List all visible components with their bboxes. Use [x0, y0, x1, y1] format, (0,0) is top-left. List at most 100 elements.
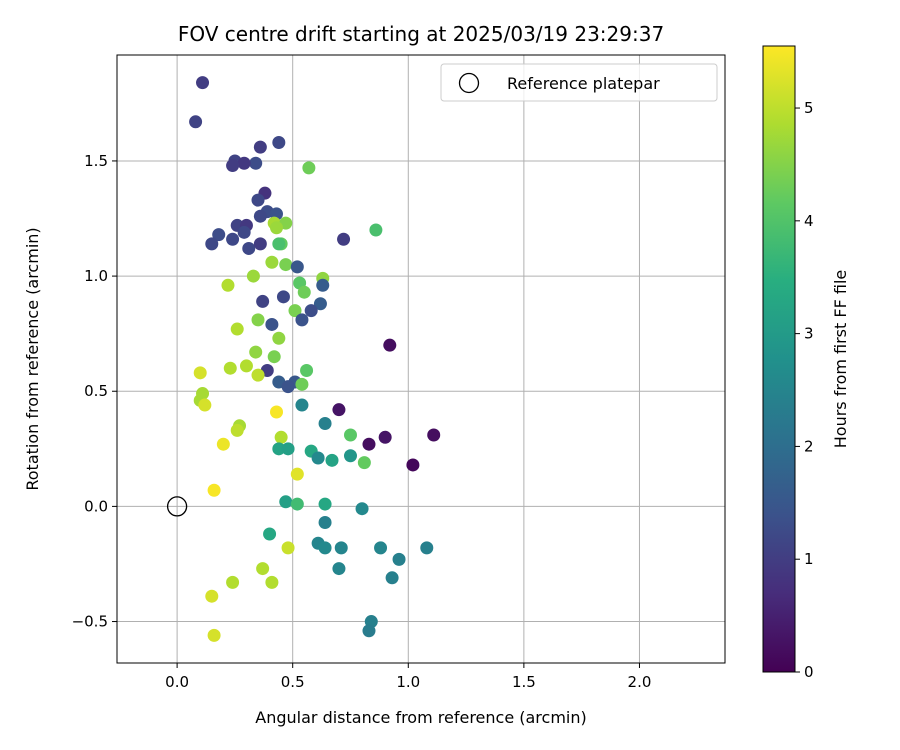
data-point: [256, 562, 270, 576]
data-point: [253, 209, 267, 223]
data-point: [226, 159, 240, 173]
data-point: [318, 516, 332, 530]
data-point: [369, 223, 383, 237]
reference-marker-group: [166, 496, 188, 517]
data-point: [295, 377, 309, 391]
data-point: [297, 285, 311, 299]
data-point: [237, 225, 251, 239]
y-axis-label: Rotation from reference (arcmin): [23, 227, 42, 490]
data-point: [311, 451, 325, 465]
colorbar-tick-label: 1: [804, 550, 814, 568]
colorbar-tick-label: 0: [804, 663, 814, 681]
colorbar-gradient: [762, 45, 796, 673]
data-point: [383, 338, 397, 352]
data-point: [196, 76, 210, 90]
data-point: [357, 456, 371, 470]
data-point: [253, 237, 267, 251]
data-point: [256, 294, 270, 308]
data-point: [251, 313, 265, 327]
data-point: [274, 430, 288, 444]
y-tick-label: −0.5: [72, 613, 108, 631]
y-tick-label: 1.5: [84, 152, 108, 170]
legend-label-reference: Reference platepar: [507, 74, 660, 93]
scatter-points: [189, 76, 441, 642]
x-tick-label: 1.0: [396, 673, 420, 691]
colorbar-ticks: 0 1 2 3 4 5: [795, 99, 814, 681]
data-point: [392, 552, 406, 566]
plot-frame: [116, 54, 726, 664]
data-point: [332, 403, 346, 417]
data-point: [207, 628, 221, 642]
data-point: [216, 437, 230, 451]
colorbar: 0 1 2 3 4 5 Hours from first FF file: [762, 45, 850, 681]
data-point: [237, 156, 251, 170]
data-point: [198, 398, 212, 412]
data-point: [318, 497, 332, 511]
colorbar-tick-label: 2: [804, 437, 814, 455]
data-point: [276, 290, 290, 304]
data-point: [385, 571, 399, 585]
y-axis-ticks: −0.5 0.0 0.5 1.0 1.5: [72, 152, 117, 631]
data-point: [378, 430, 392, 444]
data-point: [253, 140, 267, 154]
data-point: [251, 193, 265, 207]
data-point: [316, 278, 330, 292]
y-tick-label: 0.0: [84, 497, 108, 515]
data-point: [193, 366, 207, 380]
data-point: [272, 442, 286, 456]
data-point: [265, 255, 279, 269]
data-point: [272, 237, 286, 251]
reference-platepar-marker: [166, 496, 188, 517]
data-point: [334, 541, 348, 555]
data-point: [189, 115, 203, 129]
data-point: [325, 453, 339, 467]
data-point: [246, 269, 260, 283]
data-point: [272, 136, 286, 150]
data-point: [281, 442, 295, 456]
y-tick-label: 0.5: [84, 382, 108, 400]
data-point: [290, 260, 304, 274]
data-point: [267, 350, 281, 364]
data-point: [318, 416, 332, 430]
data-point: [265, 575, 279, 589]
x-tick-label: 2.0: [628, 673, 652, 691]
data-point: [281, 541, 295, 555]
data-point: [343, 449, 357, 463]
data-point: [290, 467, 304, 481]
data-point: [300, 364, 314, 378]
data-point: [272, 331, 286, 345]
data-point: [239, 359, 253, 373]
data-point: [221, 278, 235, 292]
data-point: [226, 575, 240, 589]
x-tick-label: 0.0: [165, 673, 189, 691]
data-point: [207, 483, 221, 497]
data-point: [420, 541, 434, 555]
data-point: [295, 313, 309, 327]
data-point: [318, 541, 332, 555]
data-point: [302, 161, 316, 175]
data-point: [249, 156, 263, 170]
data-point: [290, 497, 304, 511]
data-point: [249, 345, 263, 359]
x-tick-label: 1.5: [512, 673, 536, 691]
x-tick-label: 0.5: [281, 673, 305, 691]
data-point: [295, 398, 309, 412]
legend: Reference platepar: [440, 63, 718, 102]
data-point: [362, 437, 376, 451]
data-point: [205, 237, 219, 251]
data-point: [279, 258, 293, 272]
data-point: [223, 361, 237, 375]
data-point: [242, 241, 256, 255]
data-point: [281, 380, 295, 394]
data-point: [270, 221, 284, 235]
gridlines: [117, 55, 725, 663]
data-point: [343, 428, 357, 442]
data-point: [230, 423, 244, 437]
data-point: [251, 368, 265, 382]
x-axis-label: Angular distance from reference (arcmin): [255, 708, 586, 727]
data-point: [332, 562, 346, 576]
x-axis-ticks: 0.0 0.5 1.0 1.5 2.0: [165, 663, 651, 691]
data-point: [265, 317, 279, 331]
chart-title: FOV centre drift starting at 2025/03/19 …: [178, 22, 664, 46]
